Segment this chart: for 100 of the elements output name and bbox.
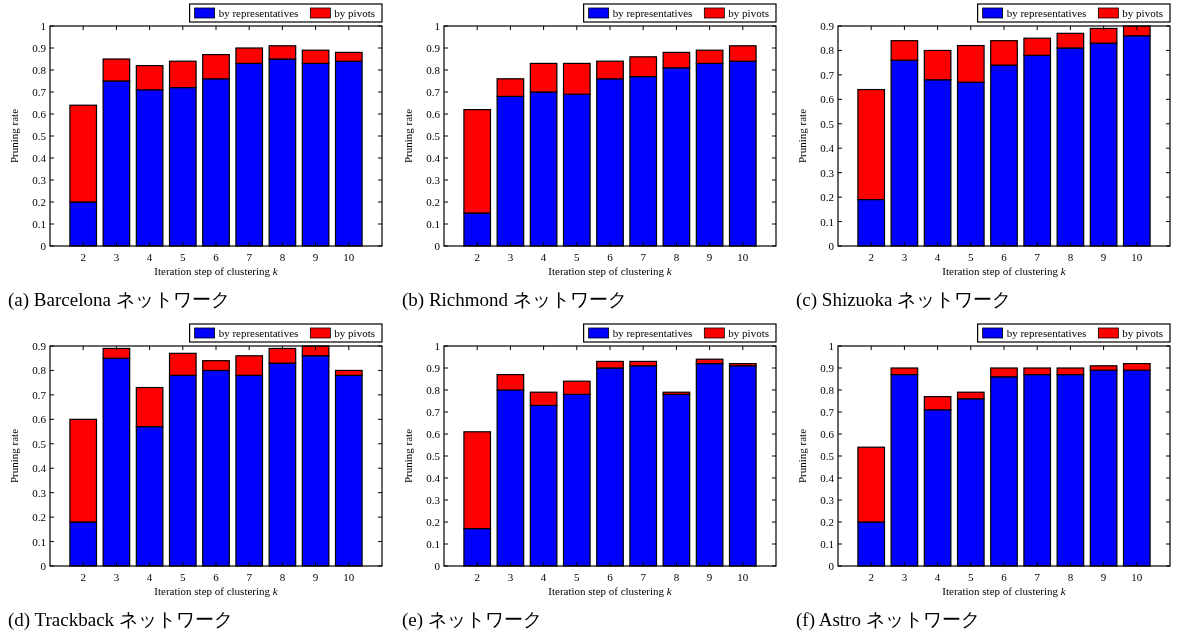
text: (a) Barcelona ネットワーク (8, 289, 230, 311)
x-tick-label: 3 (507, 571, 514, 583)
x-tick-label: 2 (80, 571, 86, 583)
y-tick-label: 1 (434, 340, 440, 352)
x-tick-label: 2 (80, 251, 86, 263)
x-tick-label: 6 (607, 571, 614, 583)
x-tick-label: 10 (737, 251, 749, 263)
x-tick-label: 3 (901, 571, 908, 583)
x-tick-label: 4 (146, 251, 153, 263)
text: (e) ネットワーク (402, 609, 542, 631)
y-tick-label: 1 (40, 20, 46, 32)
x-tick-label: 6 (1001, 251, 1008, 263)
text: (b) Richmond ネットワーク (402, 289, 627, 311)
y-tick-label: 0.1 (820, 215, 834, 228)
y-tick-label: 0.4 (426, 472, 441, 484)
y-tick-label: 0.2 (426, 516, 440, 528)
y-axis-title: Pruning rate (796, 428, 808, 484)
x-tick-label: 2 (868, 251, 874, 263)
x-tick-label: 4 (146, 571, 153, 583)
y-tick-label: 0.6 (426, 108, 441, 120)
y-tick-label: 0 (828, 240, 835, 252)
x-tick-label: 3 (901, 251, 908, 263)
y-tick-label: 0.3 (820, 166, 835, 179)
x-tick-label: 8 (1067, 571, 1074, 583)
y-tick-label: 0 (828, 560, 835, 572)
legend-label: by pivots (1122, 7, 1163, 19)
y-tick-label: 0.4 (32, 462, 47, 475)
x-tick-label: 6 (213, 571, 220, 583)
x-axis-title: Iteration step of clustering k (548, 585, 673, 597)
x-tick-label: 6 (213, 251, 220, 263)
y-tick-label: 0.4 (820, 142, 835, 155)
x-tick-label: 5 (968, 251, 975, 263)
x-axis-title: Iteration step of clustering k (942, 585, 1067, 597)
legend-label: by pivots (334, 7, 375, 19)
y-tick-label: 0.7 (32, 86, 47, 98)
y-tick-label: 0.9 (32, 42, 47, 54)
y-tick-label: 0.7 (32, 388, 47, 401)
y-tick-label: 0.3 (32, 174, 47, 186)
y-tick-label: 0.1 (32, 535, 46, 548)
x-axis-title: Iteration step of clustering k (154, 265, 279, 277)
x-tick-label: 9 (706, 571, 713, 583)
text: (d) Trackback ネットワーク (8, 609, 233, 631)
x-tick-label: 10 (343, 571, 355, 583)
x-tick-label: 7 (640, 251, 647, 263)
y-tick-label: 0.5 (32, 437, 47, 450)
legend-label: by pivots (728, 7, 769, 19)
x-tick-label: 5 (574, 251, 581, 263)
x-tick-label: 8 (673, 251, 680, 263)
y-tick-label: 0 (40, 240, 47, 252)
y-tick-label: 0.2 (820, 191, 834, 204)
y-tick-label: 0.6 (820, 93, 835, 106)
x-tick-label: 4 (934, 571, 941, 583)
x-tick-label: 8 (673, 571, 680, 583)
x-tick-label: 7 (640, 571, 647, 583)
y-tick-label: 0.9 (426, 42, 441, 54)
y-axis-title: Pruning rate (402, 428, 414, 484)
y-axis-title: Pruning rate (402, 108, 414, 164)
x-tick-label: 2 (474, 571, 480, 583)
y-tick-label: 0.9 (820, 362, 835, 374)
y-axis-title: Pruning rate (796, 108, 808, 164)
x-tick-label: 2 (474, 251, 480, 263)
text: (c) Shizuoka ネットワーク (796, 289, 1012, 311)
y-tick-label: 0 (434, 560, 441, 572)
x-tick-label: 10 (737, 571, 749, 583)
legend-label: by representatives (1006, 7, 1087, 19)
legend-label: by pivots (728, 327, 769, 339)
legend-label: by representatives (1006, 327, 1087, 339)
y-tick-label: 0.3 (426, 174, 441, 186)
legend-label: by representatives (612, 7, 693, 19)
y-tick-label: 0.2 (820, 516, 834, 528)
legend-label: by pivots (334, 327, 375, 339)
y-tick-label: 0.5 (426, 130, 441, 142)
x-tick-label: 5 (180, 251, 187, 263)
y-tick-label: 0.4 (426, 152, 441, 164)
x-tick-label: 7 (246, 571, 253, 583)
y-tick-label: 0.4 (32, 152, 47, 164)
y-tick-label: 0.8 (820, 384, 835, 396)
y-tick-label: 0.3 (820, 494, 835, 506)
y-tick-label: 0.7 (426, 406, 441, 418)
y-tick-label: 0.2 (426, 196, 440, 208)
x-tick-label: 7 (246, 251, 253, 263)
y-tick-label: 0.4 (820, 472, 835, 484)
x-tick-label: 9 (312, 571, 319, 583)
legend-label: by representatives (218, 7, 299, 19)
x-tick-label: 9 (1100, 251, 1107, 263)
x-axis-title: Iteration step of clustering k (942, 265, 1067, 277)
y-tick-label: 0.5 (820, 117, 835, 130)
y-tick-label: 0.9 (426, 362, 441, 374)
y-tick-label: 0.9 (32, 340, 47, 352)
x-tick-label: 8 (1067, 251, 1074, 263)
y-tick-label: 0.6 (426, 428, 441, 440)
x-tick-label: 4 (934, 251, 941, 263)
y-tick-label: 0 (434, 240, 441, 252)
y-tick-label: 0.1 (426, 538, 440, 550)
y-tick-label: 0.1 (32, 218, 46, 230)
y-tick-label: 0.5 (426, 450, 441, 462)
y-tick-label: 0.6 (32, 413, 47, 426)
y-tick-label: 0.2 (32, 511, 46, 524)
y-tick-label: 0.7 (820, 68, 835, 81)
x-tick-label: 9 (312, 251, 319, 263)
